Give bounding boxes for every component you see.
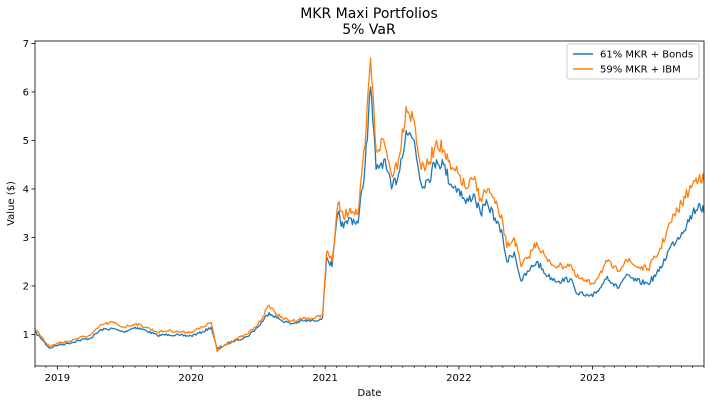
series-line-0 xyxy=(34,86,705,350)
x-tick-label: 2021 xyxy=(312,373,337,384)
legend-label-bonds: 61% MKR + Bonds xyxy=(600,50,693,61)
y-tick-label: 3 xyxy=(23,233,29,244)
x-tick-label: 2023 xyxy=(580,373,605,384)
y-axis-label: Value ($) xyxy=(6,181,17,226)
y-tick-label: 2 xyxy=(23,281,29,292)
y-tick-label: 4 xyxy=(23,184,29,195)
x-axis: 2019 2020 2021 2022 2023 xyxy=(34,366,705,384)
y-tick-label: 1 xyxy=(23,330,29,341)
legend-box xyxy=(566,43,700,80)
x-tick-label: 2022 xyxy=(446,373,471,384)
y-tick-label: 7 xyxy=(23,39,29,50)
y-axis: 1 2 3 4 5 6 7 xyxy=(23,39,35,341)
chart-title: MKR Maxi Portfolios xyxy=(300,6,438,22)
chart-subtitle: 5% VaR xyxy=(342,22,396,38)
plot-frame xyxy=(34,40,705,367)
legend-label-ibm: 59% MKR + IBM xyxy=(600,65,681,76)
y-tick-label: 6 xyxy=(23,87,29,98)
series-layer xyxy=(34,57,705,353)
y-tick-label: 5 xyxy=(23,136,29,147)
x-axis-label: Date xyxy=(358,388,382,399)
series-line-1 xyxy=(34,57,705,353)
x-tick-label: 2020 xyxy=(178,373,203,384)
x-tick-label: 2019 xyxy=(45,373,70,384)
legend: 61% MKR + Bonds 59% MKR + IBM xyxy=(566,43,700,80)
